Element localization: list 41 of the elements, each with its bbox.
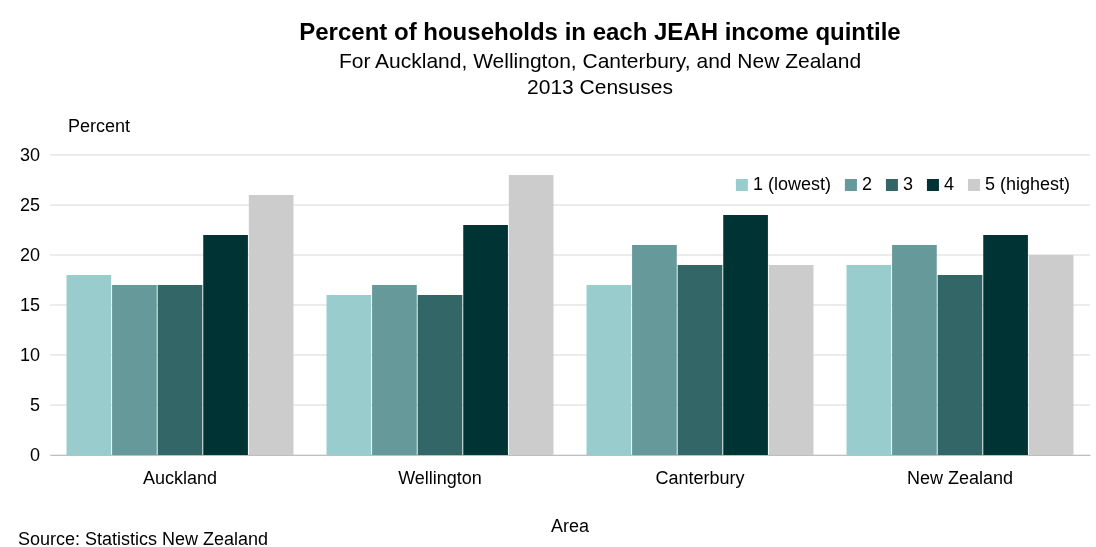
bar bbox=[768, 265, 814, 455]
bar bbox=[586, 285, 632, 455]
bar bbox=[417, 295, 463, 455]
x-tick-label: Wellington bbox=[398, 467, 482, 488]
bar bbox=[248, 195, 294, 455]
chart-title: Percent of households in each JEAH income quintile bbox=[299, 18, 901, 45]
legend-label: 1 (lowest) bbox=[752, 174, 831, 194]
bar bbox=[892, 245, 937, 455]
bar bbox=[326, 295, 372, 455]
y-tick-label: 20 bbox=[19, 245, 40, 266]
bar bbox=[723, 215, 768, 455]
y-tick-label: 15 bbox=[19, 295, 40, 316]
source-note: Source: Statistics New Zealand bbox=[18, 529, 269, 547]
chart-subtitle: For Auckland, Wellington, Canterbury, and New Zealand 2013 Censuses bbox=[338, 49, 862, 98]
x-tick-label: New Zealand bbox=[906, 467, 1014, 488]
y-tick-label: 10 bbox=[19, 345, 40, 366]
bar bbox=[508, 175, 554, 455]
y-tick-label: 0 bbox=[29, 445, 40, 466]
bar bbox=[157, 285, 203, 455]
x-axis-title: Area bbox=[550, 516, 590, 536]
bar bbox=[632, 245, 677, 455]
bar bbox=[372, 285, 417, 455]
bar bbox=[1028, 255, 1074, 455]
x-tick-label: Canterbury bbox=[655, 467, 745, 488]
bar bbox=[983, 235, 1028, 455]
y-tick-label: 30 bbox=[19, 145, 40, 166]
bar bbox=[846, 265, 892, 455]
y-tick-label: 25 bbox=[19, 195, 40, 216]
bar bbox=[677, 265, 723, 455]
bar bbox=[937, 275, 983, 455]
y-tick-label: 5 bbox=[29, 395, 40, 416]
legend-label: 2 bbox=[861, 174, 872, 194]
bar bbox=[112, 285, 157, 455]
x-tick-label: Auckland bbox=[142, 467, 218, 488]
legend-label: 5 (highest) bbox=[984, 174, 1070, 194]
legend-label: 3 bbox=[902, 174, 913, 194]
bar bbox=[66, 275, 112, 455]
legend-label: 4 bbox=[943, 174, 954, 194]
bar bbox=[463, 225, 508, 455]
bar bbox=[203, 235, 248, 455]
y-axis-title: Percent bbox=[68, 116, 131, 136]
